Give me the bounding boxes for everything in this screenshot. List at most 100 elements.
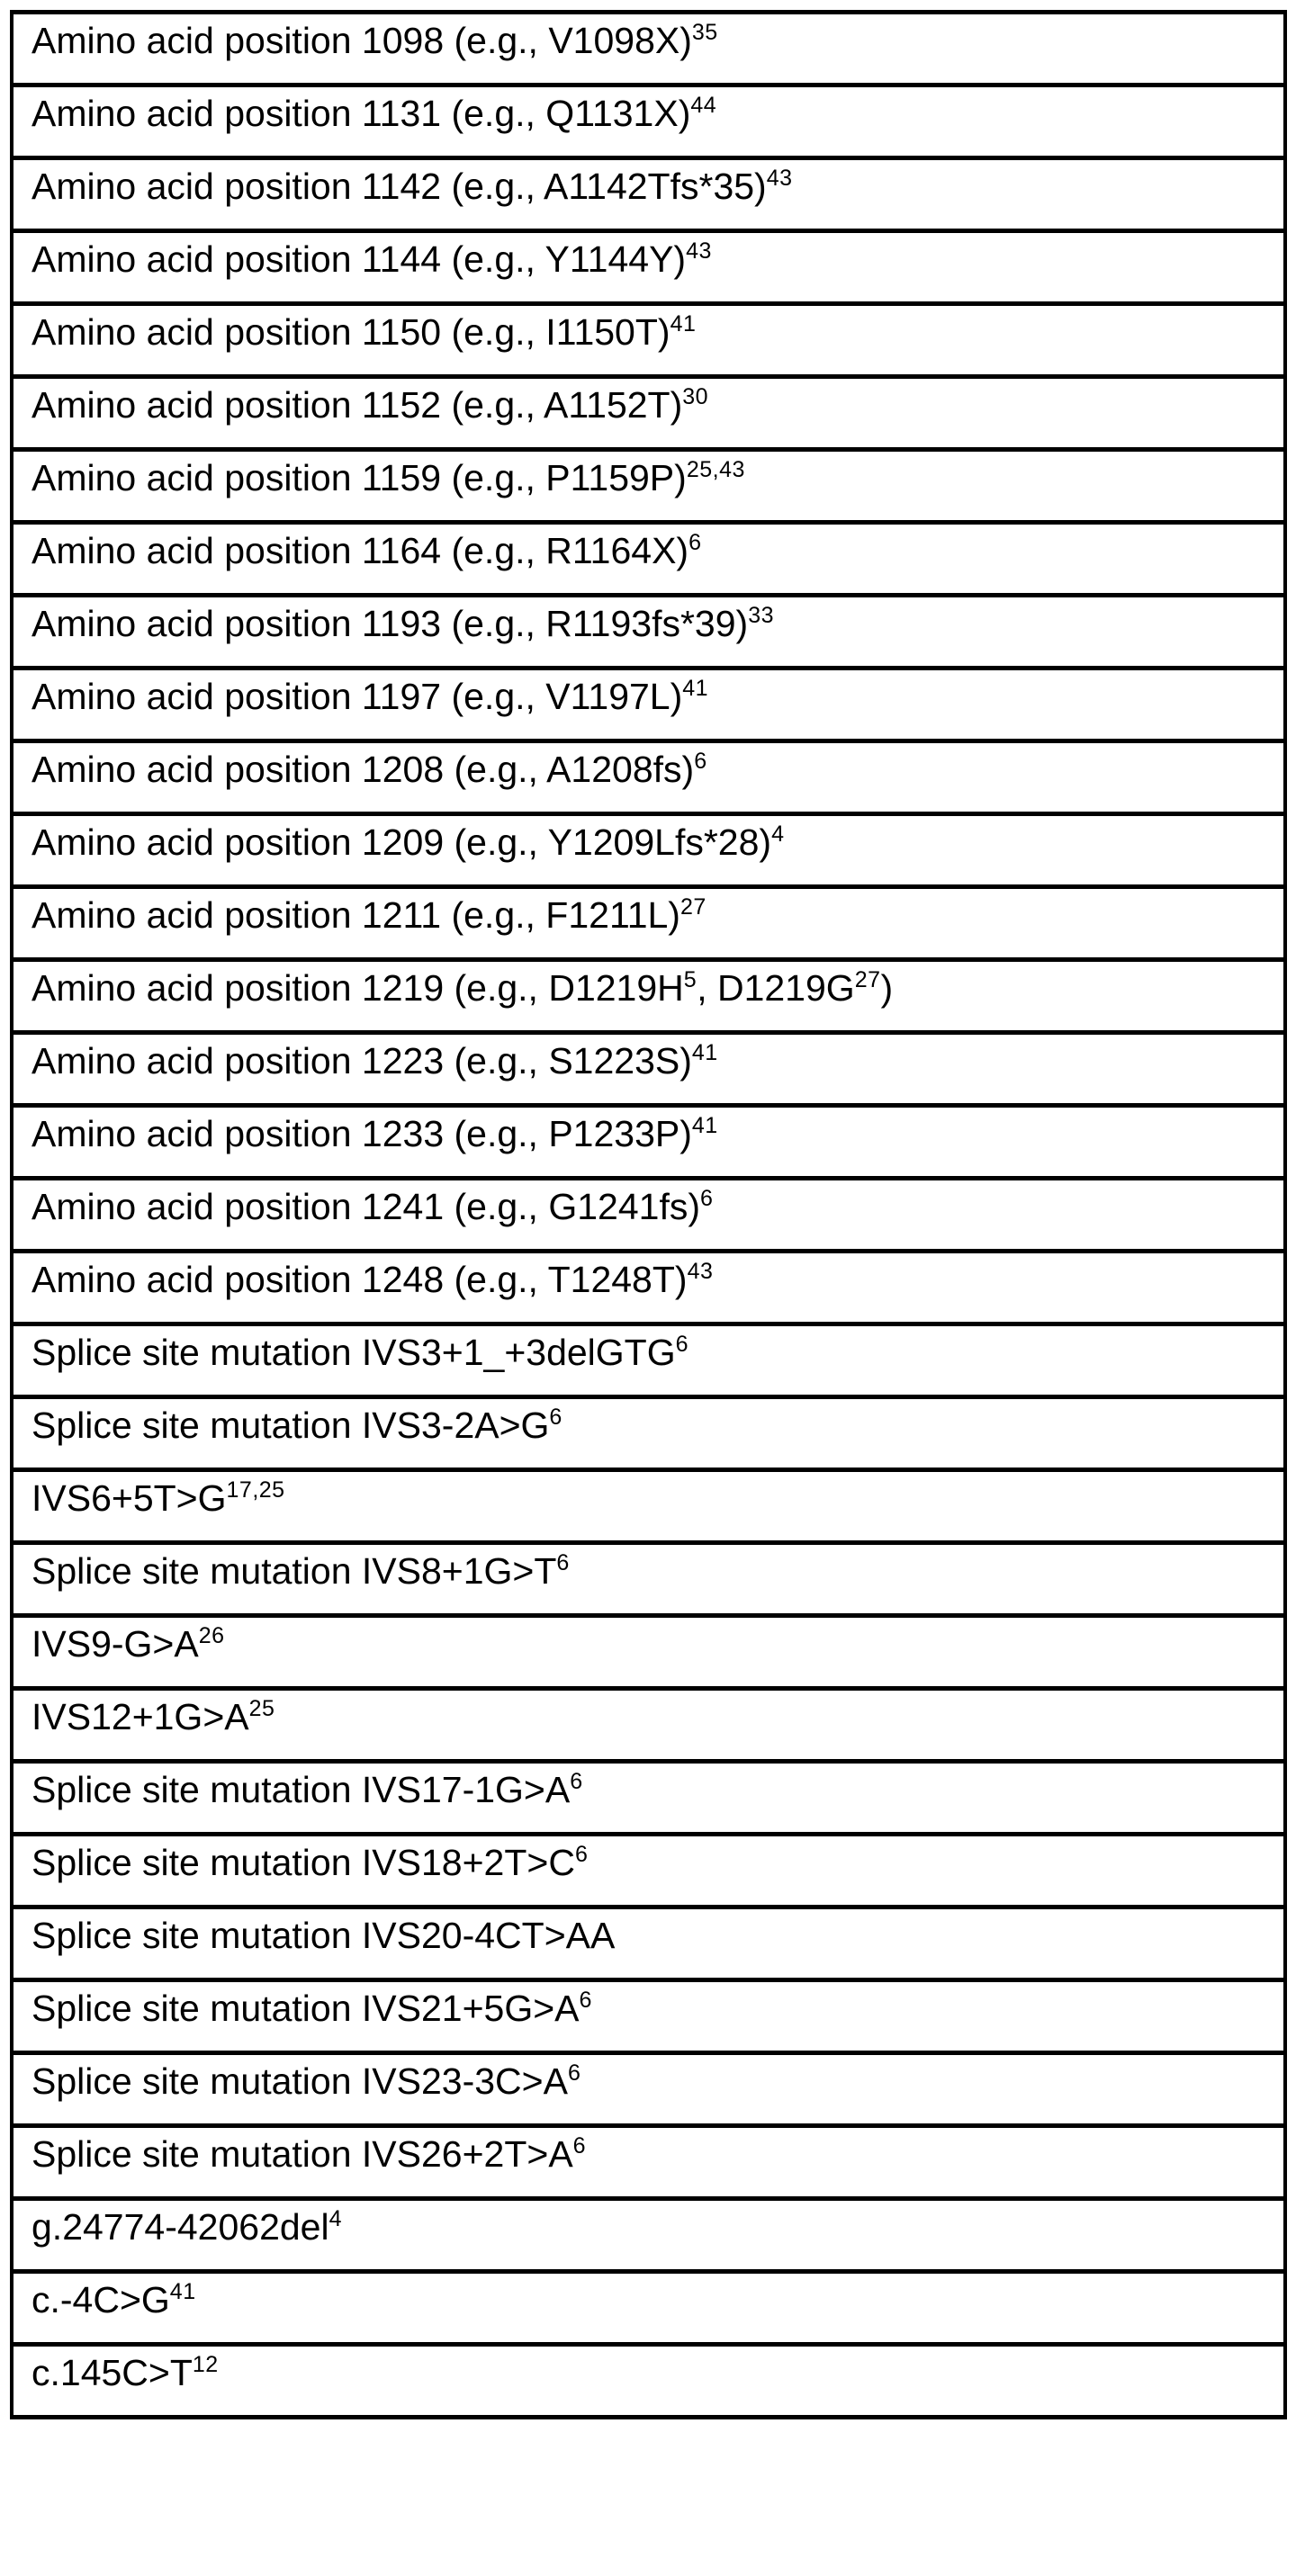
- reference-superscript: 33: [748, 602, 774, 628]
- reference-superscript: 6: [579, 1987, 592, 2013]
- reference-superscript: 27: [854, 966, 881, 992]
- table-row: Amino acid position 1150 (e.g., I1150T)4…: [12, 303, 1285, 379]
- table-row: Amino acid position 1208 (e.g., A1208fs)…: [12, 740, 1285, 816]
- mutation-cell: Amino acid position 1197 (e.g., V1197L)4…: [12, 668, 1285, 743]
- table-row: Splice site mutation IVS17-1G>A6: [12, 1761, 1285, 1836]
- table-row: Amino acid position 1131 (e.g., Q1131X)4…: [12, 85, 1285, 160]
- mutation-cell: Amino acid position 1193 (e.g., R1193fs*…: [12, 595, 1285, 670]
- table-row: IVS9-G>A26: [12, 1615, 1285, 1691]
- reference-superscript: 44: [690, 92, 717, 118]
- mutation-cell: c.145C>T12: [12, 2344, 1285, 2419]
- mutation-cell: Amino acid position 1233 (e.g., P1233P)4…: [12, 1105, 1285, 1180]
- mutation-cell: Amino acid position 1159 (e.g., P1159P)2…: [12, 449, 1285, 525]
- reference-superscript: 6: [694, 748, 707, 774]
- reference-superscript: 41: [169, 2278, 196, 2304]
- reference-superscript: 17,25: [226, 1476, 285, 1503]
- table-row: Amino acid position 1098 (e.g., V1098X)3…: [12, 12, 1285, 87]
- mutation-cell: g.24774-42062del4: [12, 2198, 1285, 2274]
- mutation-table-body: Amino acid position 1098 (e.g., V1098X)3…: [12, 12, 1285, 2419]
- mutation-cell: Amino acid position 1152 (e.g., A1152T)3…: [12, 376, 1285, 452]
- mutation-cell: Amino acid position 1098 (e.g., V1098X)3…: [12, 12, 1285, 87]
- reference-superscript: 4: [328, 2205, 342, 2231]
- mutation-cell: Splice site mutation IVS23-3C>A6: [12, 2052, 1285, 2128]
- reference-superscript: 4: [771, 821, 785, 847]
- mutation-cell: c.-4C>G41: [12, 2271, 1285, 2347]
- mutation-table: Amino acid position 1098 (e.g., V1098X)3…: [10, 10, 1287, 2419]
- table-row: Amino acid position 1248 (e.g., T1248T)4…: [12, 1251, 1285, 1326]
- reference-superscript: 41: [682, 675, 709, 701]
- table-row: Splice site mutation IVS21+5G>A6: [12, 1979, 1285, 2055]
- table-row: Splice site mutation IVS23-3C>A6: [12, 2052, 1285, 2128]
- reference-superscript: 6: [574, 1841, 589, 1867]
- reference-superscript: 43: [766, 165, 793, 191]
- table-row: Amino acid position 1209 (e.g., Y1209Lfs…: [12, 813, 1285, 889]
- table-row: IVS6+5T>G17,25: [12, 1469, 1285, 1545]
- reference-superscript: 41: [691, 1112, 718, 1138]
- reference-superscript: 27: [680, 893, 706, 920]
- table-row: Amino acid position 1144 (e.g., Y1144Y)4…: [12, 230, 1285, 306]
- reference-superscript: 41: [670, 310, 697, 337]
- mutation-cell: Amino acid position 1219 (e.g., D1219H5,…: [12, 959, 1285, 1035]
- mutation-cell: Amino acid position 1209 (e.g., Y1209Lfs…: [12, 813, 1285, 889]
- table-row: Amino acid position 1197 (e.g., V1197L)4…: [12, 668, 1285, 743]
- reference-superscript: 25,43: [686, 456, 745, 482]
- mutation-cell: Amino acid position 1208 (e.g., A1208fs)…: [12, 740, 1285, 816]
- mutation-cell: Splice site mutation IVS18+2T>C6: [12, 1834, 1285, 1909]
- table-row: Amino acid position 1219 (e.g., D1219H5,…: [12, 959, 1285, 1035]
- table-row: Amino acid position 1241 (e.g., G1241fs)…: [12, 1178, 1285, 1253]
- table-row: Amino acid position 1164 (e.g., R1164X)6: [12, 522, 1285, 597]
- mutation-cell: Splice site mutation IVS17-1G>A6: [12, 1761, 1285, 1836]
- reference-superscript: 41: [691, 1039, 718, 1065]
- mutation-cell: Amino acid position 1241 (e.g., G1241fs)…: [12, 1178, 1285, 1253]
- reference-superscript: 6: [572, 2132, 587, 2159]
- mutation-cell: Splice site mutation IVS8+1G>T6: [12, 1542, 1285, 1618]
- table-row: Amino acid position 1193 (e.g., R1193fs*…: [12, 595, 1285, 670]
- mutation-cell: IVS12+1G>A25: [12, 1688, 1285, 1764]
- mutation-cell: Amino acid position 1223 (e.g., S1223S)4…: [12, 1032, 1285, 1108]
- mutation-cell: Splice site mutation IVS21+5G>A6: [12, 1979, 1285, 2055]
- table-row: Amino acid position 1223 (e.g., S1223S)4…: [12, 1032, 1285, 1108]
- table-row: Amino acid position 1233 (e.g., P1233P)4…: [12, 1105, 1285, 1180]
- mutation-cell: Splice site mutation IVS20-4CT>AA: [12, 1907, 1285, 1982]
- mutation-cell: Amino acid position 1142 (e.g., A1142Tfs…: [12, 157, 1285, 233]
- reference-superscript: 25: [248, 1695, 275, 1721]
- table-row: Splice site mutation IVS3-2A>G6: [12, 1396, 1285, 1472]
- table-row: g.24774-42062del4: [12, 2198, 1285, 2274]
- reference-superscript: 35: [691, 19, 718, 45]
- table-row: Splice site mutation IVS8+1G>T6: [12, 1542, 1285, 1618]
- reference-superscript: 43: [686, 238, 712, 264]
- reference-superscript: 30: [682, 383, 709, 409]
- reference-superscript: 5: [683, 966, 698, 992]
- mutation-cell: IVS9-G>A26: [12, 1615, 1285, 1691]
- table-row: c.-4C>G41: [12, 2271, 1285, 2347]
- mutation-cell: Amino acid position 1150 (e.g., I1150T)4…: [12, 303, 1285, 379]
- reference-superscript: 26: [198, 1622, 225, 1648]
- table-row: Amino acid position 1152 (e.g., A1152T)3…: [12, 376, 1285, 452]
- table-row: IVS12+1G>A25: [12, 1688, 1285, 1764]
- reference-superscript: 6: [570, 1768, 583, 1794]
- table-row: c.145C>T12: [12, 2344, 1285, 2419]
- reference-superscript: 43: [687, 1258, 714, 1284]
- reference-superscript: 6: [556, 1549, 570, 1575]
- reference-superscript: 12: [192, 2351, 219, 2377]
- table-row: Splice site mutation IVS3+1_+3delGTG6: [12, 1324, 1285, 1399]
- table-row: Amino acid position 1142 (e.g., A1142Tfs…: [12, 157, 1285, 233]
- reference-superscript: 6: [549, 1404, 562, 1430]
- mutation-cell: Amino acid position 1131 (e.g., Q1131X)4…: [12, 85, 1285, 160]
- reference-superscript: 6: [675, 1331, 689, 1357]
- mutation-cell: Splice site mutation IVS3+1_+3delGTG6: [12, 1324, 1285, 1399]
- mutation-cell: Amino acid position 1164 (e.g., R1164X)6: [12, 522, 1285, 597]
- table-row: Splice site mutation IVS18+2T>C6: [12, 1834, 1285, 1909]
- table-row: Splice site mutation IVS20-4CT>AA: [12, 1907, 1285, 1982]
- reference-superscript: 6: [688, 529, 702, 555]
- reference-superscript: 6: [567, 2060, 581, 2086]
- table-row: Amino acid position 1159 (e.g., P1159P)2…: [12, 449, 1285, 525]
- mutation-cell: Amino acid position 1248 (e.g., T1248T)4…: [12, 1251, 1285, 1326]
- mutation-cell: Amino acid position 1144 (e.g., Y1144Y)4…: [12, 230, 1285, 306]
- mutation-cell: IVS6+5T>G17,25: [12, 1469, 1285, 1545]
- table-row: Splice site mutation IVS26+2T>A6: [12, 2125, 1285, 2201]
- mutation-cell: Amino acid position 1211 (e.g., F1211L)2…: [12, 886, 1285, 962]
- mutation-cell: Splice site mutation IVS3-2A>G6: [12, 1396, 1285, 1472]
- mutation-cell: Splice site mutation IVS26+2T>A6: [12, 2125, 1285, 2201]
